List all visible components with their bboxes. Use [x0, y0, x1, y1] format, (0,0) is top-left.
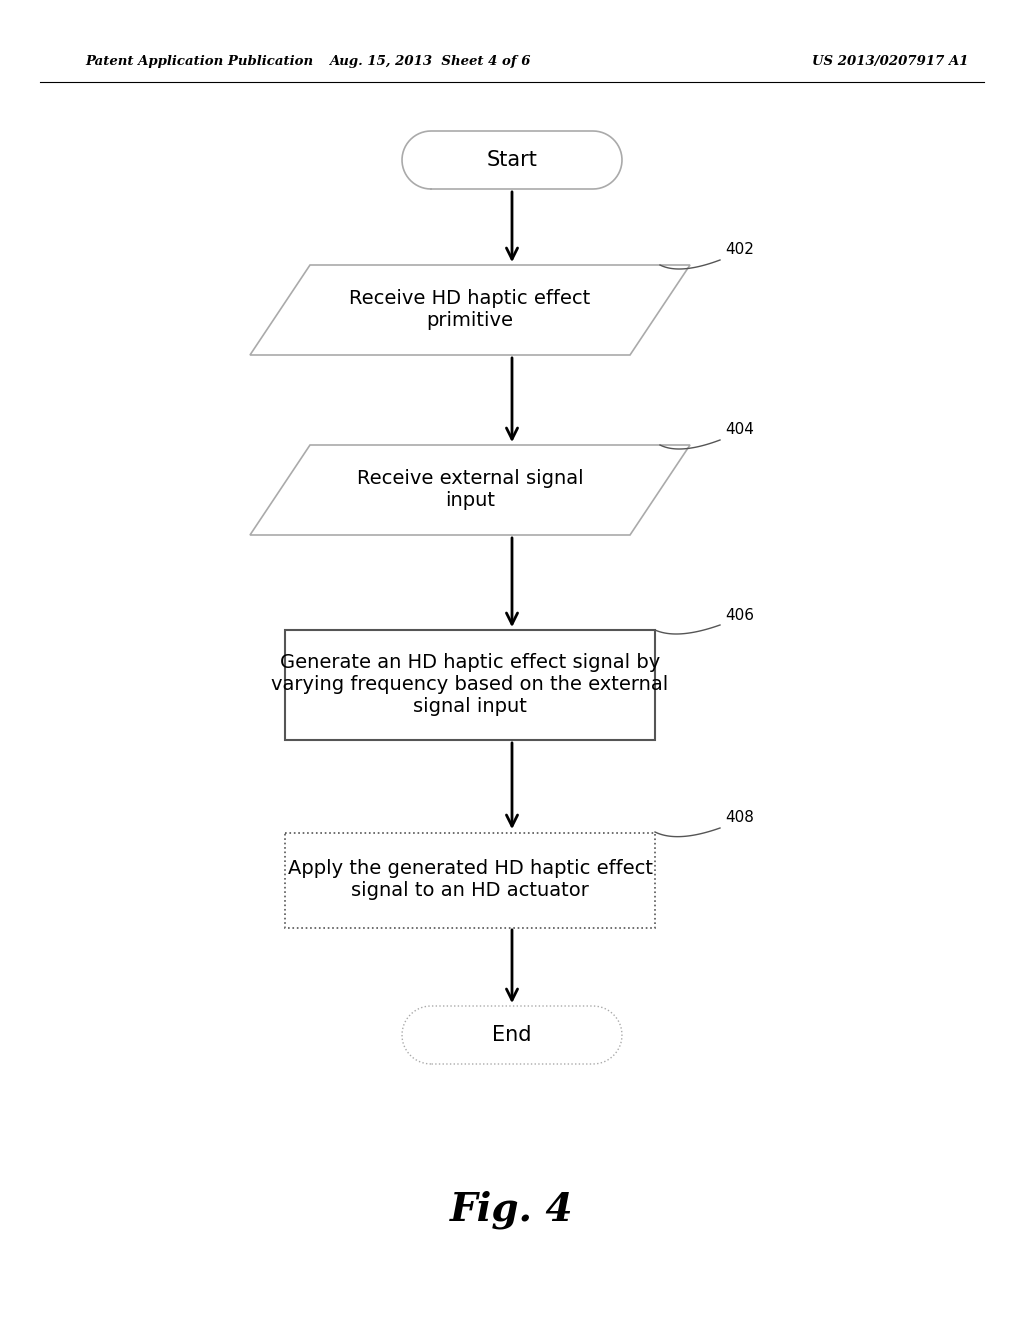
Polygon shape [250, 265, 690, 355]
Bar [285, 833, 655, 928]
Bar [285, 630, 655, 741]
Text: Receive external signal
input: Receive external signal input [356, 470, 584, 511]
Text: End: End [493, 1026, 531, 1045]
Text: Apply the generated HD haptic effect
signal to an HD actuator: Apply the generated HD haptic effect sig… [288, 859, 652, 900]
Polygon shape [402, 1006, 622, 1064]
Polygon shape [250, 445, 690, 535]
Text: 408: 408 [725, 810, 754, 825]
Text: 402: 402 [725, 243, 754, 257]
Text: 404: 404 [725, 422, 754, 437]
Text: Start: Start [486, 150, 538, 170]
Text: US 2013/0207917 A1: US 2013/0207917 A1 [812, 55, 969, 69]
Text: Fig. 4: Fig. 4 [451, 1191, 573, 1229]
Polygon shape [402, 131, 622, 189]
Text: Aug. 15, 2013  Sheet 4 of 6: Aug. 15, 2013 Sheet 4 of 6 [330, 55, 530, 69]
Text: Generate an HD haptic effect signal by
varying frequency based on the external
s: Generate an HD haptic effect signal by v… [271, 653, 669, 717]
Text: Receive HD haptic effect
primitive: Receive HD haptic effect primitive [349, 289, 591, 330]
Text: Patent Application Publication: Patent Application Publication [85, 55, 313, 69]
Text: 406: 406 [725, 607, 754, 623]
